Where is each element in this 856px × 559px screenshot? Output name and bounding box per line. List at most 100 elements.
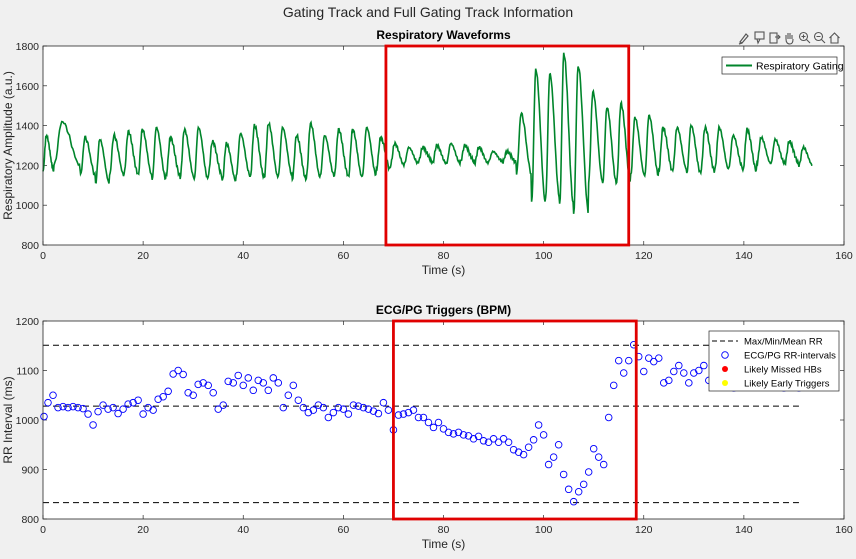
rr-interval-point (189, 391, 197, 400)
rr-interval-point (64, 403, 72, 412)
rr-interval-point (179, 370, 187, 379)
x-tick-label: 100 (535, 250, 553, 262)
rr-interval-point (604, 413, 613, 422)
rr-interval-point (554, 441, 563, 449)
rr-interval-point (685, 379, 693, 387)
x-tick-label: 140 (735, 250, 753, 262)
rr-interval-point (444, 428, 453, 437)
rr-interval-point (529, 436, 538, 444)
y-tick-label: 900 (21, 465, 39, 477)
rr-interval-point (379, 398, 388, 407)
rr-interval-point (624, 356, 633, 365)
rr-interval-point (264, 386, 273, 395)
legend-label: Likely Early Triggers (744, 379, 830, 390)
rr-interval-point (159, 392, 167, 401)
highlight-rectangle (392, 319, 638, 521)
rr-interval-point (239, 381, 247, 390)
rr-interval-point (374, 409, 383, 418)
x-tick-label: 100 (535, 524, 553, 536)
rr-interval-point (79, 404, 87, 413)
rr-interval-point (579, 480, 588, 489)
x-tick-label: 80 (438, 250, 450, 262)
rr-interval-point (559, 470, 568, 479)
rr-interval-point (404, 408, 413, 417)
pan-icon[interactable] (783, 30, 796, 45)
rr-interval-point (384, 406, 393, 414)
x-tick-label: 80 (438, 524, 450, 536)
rr-interval-point (219, 401, 227, 409)
legend-label: ECG/PG RR-intervals (744, 351, 836, 362)
rr-interval-point (229, 379, 237, 387)
y-tick-label: 1000 (16, 415, 40, 427)
rr-interval-point (274, 379, 283, 387)
rr-interval-point (609, 381, 618, 390)
brush-icon[interactable] (738, 30, 751, 45)
respiratory-waveforms-chart: Respiratory Waveforms 0 20 40 60 80 100 120 140 1… (1, 28, 853, 277)
chart-title: ECG/PG Triggers (BPM) (376, 303, 511, 317)
highlight-rectangle (384, 44, 631, 247)
rr-interval-point (344, 410, 353, 418)
legend-label: Max/Min/Mean RR (744, 337, 823, 348)
rr-interval-point (49, 391, 57, 400)
rr-interval-point (479, 437, 488, 445)
x-tick-label: 20 (137, 524, 149, 536)
y-axis-label: RR Interval (ms) (1, 376, 15, 463)
rr-interval-point (284, 391, 293, 400)
rr-interval-point (279, 403, 288, 412)
rr-interval-point (544, 460, 553, 469)
rr-interval-point (319, 403, 328, 412)
rr-interval-point (429, 423, 438, 432)
x-tick-label: 140 (735, 524, 753, 536)
rr-interval-point (584, 468, 593, 476)
rr-interval-point (359, 403, 368, 412)
rr-interval-point (695, 366, 703, 375)
rr-interval-point (109, 403, 117, 412)
rr-interval-point (414, 413, 423, 422)
rr-interval-point (599, 460, 608, 469)
rr-interval-point (294, 396, 303, 404)
x-tick-label: 0 (40, 250, 46, 262)
rr-interval-point (134, 396, 142, 404)
rr-interval-point (114, 409, 122, 418)
rr-interval-point (209, 389, 217, 397)
y-tick-label: 1100 (16, 366, 39, 378)
rr-interval-point (214, 405, 222, 413)
rr-interval-point (349, 401, 358, 409)
rr-interval-point (449, 430, 458, 438)
zoom-in-icon[interactable] (798, 30, 811, 45)
rr-interval-point (259, 379, 268, 387)
rr-interval-point (99, 401, 107, 409)
y-tick-label: 800 (21, 514, 39, 526)
rr-interval-point (670, 367, 678, 376)
legend-dot-marker (722, 380, 728, 386)
y-tick-label: 1200 (16, 316, 40, 328)
rr-interval-point (680, 369, 688, 377)
rr-interval-point (469, 435, 478, 443)
data-tip-icon[interactable] (753, 30, 766, 45)
x-tick-label: 40 (237, 250, 249, 262)
home-icon[interactable] (828, 30, 841, 45)
legend-label-respiratory-gating: Respiratory Gating (756, 61, 844, 73)
rr-interval-point (650, 357, 658, 366)
rr-interval-point (54, 403, 62, 412)
legend-dot-marker (722, 366, 728, 372)
ecg-triggers-chart: ECG/PG Triggers (BPM) 0 20 40 60 80 100 120 140 1… (1, 303, 853, 551)
rr-interval-point (339, 405, 348, 413)
rr-interval-point (334, 403, 343, 412)
rr-interval-point (539, 431, 548, 439)
rr-interval-point (419, 413, 428, 422)
y-tick-label: 1600 (16, 81, 40, 93)
x-axis-label: Time (s) (422, 263, 466, 277)
rr-interval-point (299, 403, 308, 412)
rr-interval-point (700, 361, 708, 370)
export-icon[interactable] (768, 30, 781, 45)
legend-open-circle-marker (721, 351, 729, 359)
y-tick-label: 1800 (16, 41, 40, 53)
y-tick-label: 1000 (16, 200, 40, 212)
zoom-out-icon[interactable] (813, 30, 826, 45)
x-tick-label: 40 (237, 524, 249, 536)
rr-interval-point (354, 402, 363, 410)
rr-interval-point (549, 453, 558, 461)
legend: Respiratory Gating (721, 56, 844, 75)
rr-interval-point (640, 367, 648, 376)
